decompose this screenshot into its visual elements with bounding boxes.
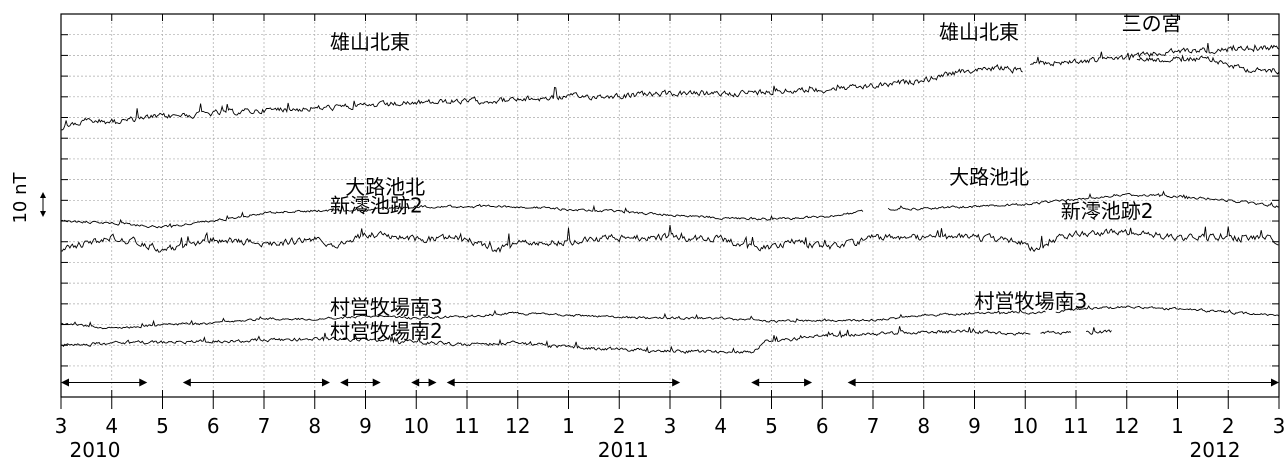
x-tick-label: 1 — [562, 414, 575, 438]
x-tick-label: 8 — [917, 414, 930, 438]
series-label-2: 大路池北 — [949, 165, 1029, 189]
interval-arrow-left — [446, 378, 455, 387]
series-line-5 — [1085, 327, 1112, 335]
x-tick-label: 4 — [714, 414, 727, 438]
series-traces — [60, 42, 1280, 354]
x-tick-label: 12 — [1114, 414, 1139, 438]
interval-arrow-left — [751, 378, 760, 387]
grid-lines — [61, 14, 1279, 397]
x-tick-label: 1 — [1171, 414, 1184, 438]
x-year-label: 2012 — [1190, 438, 1241, 462]
interval-arrow-right — [804, 378, 813, 387]
series-label-5: 村営牧場南2 — [330, 319, 443, 343]
series-label-4: 村営牧場南3 — [330, 295, 443, 319]
x-tick-label: 7 — [258, 414, 271, 438]
x-tick-label: 7 — [867, 414, 880, 438]
series-label-3: 新澪池跡2 — [330, 194, 423, 218]
x-tick-label: 4 — [105, 414, 118, 438]
interval-arrow-right — [321, 378, 330, 387]
interval-arrow-right — [428, 378, 437, 387]
series-label-0: 三の宮 — [1122, 12, 1182, 36]
series-label-1: 雄山北東 — [330, 30, 410, 54]
x-tick-label: 12 — [505, 414, 530, 438]
y-axis-label: 10 nT — [10, 171, 31, 223]
x-tick-label: 9 — [968, 414, 981, 438]
series-line-3 — [60, 224, 1280, 253]
series-line-4 — [60, 308, 1046, 330]
x-tick-label: 10 — [1013, 414, 1038, 438]
interval-arrow-left — [61, 378, 69, 387]
series-line-5 — [1040, 330, 1072, 335]
interval-arrow-right — [372, 378, 381, 387]
interval-arrow-left — [182, 378, 191, 387]
x-year-label: 2010 — [70, 438, 121, 462]
x-tick-label: 10 — [404, 414, 429, 438]
y-scale-arrow — [40, 192, 46, 217]
series-label-4: 村営牧場南3 — [975, 289, 1088, 313]
series-line-4 — [1055, 305, 1280, 317]
data-intervals — [61, 378, 1279, 387]
x-year-label: 2011 — [598, 438, 649, 462]
x-tick-label: 5 — [156, 414, 169, 438]
interval-arrow-left — [340, 378, 349, 387]
series-line-5 — [60, 326, 1031, 354]
series-line-1 — [1030, 42, 1280, 67]
interval-arrow-left — [847, 378, 856, 387]
series-label-1: 雄山北東 — [939, 20, 1019, 44]
series-label-3: 新澪池跡2 — [1061, 199, 1154, 223]
x-tick-label: 11 — [454, 414, 479, 438]
series-line-2 — [887, 190, 1280, 211]
x-tick-label: 9 — [359, 414, 372, 438]
x-tick-label: 3 — [55, 414, 68, 438]
series-line-0 — [1136, 54, 1280, 75]
x-tick-label: 11 — [1063, 414, 1088, 438]
x-tick-label: 5 — [765, 414, 778, 438]
x-tick-label: 2 — [613, 414, 626, 438]
interval-arrow-right — [1271, 378, 1279, 387]
x-tick-label: 8 — [308, 414, 321, 438]
x-tick-label: 2 — [1222, 414, 1235, 438]
interval-arrow-left — [411, 378, 420, 387]
series-line-1 — [60, 63, 1023, 131]
x-tick-label: 6 — [816, 414, 829, 438]
x-tick-label: 3 — [1273, 414, 1286, 438]
x-tick-label: 3 — [664, 414, 677, 438]
x-tick-label: 6 — [207, 414, 220, 438]
interval-arrow-right — [139, 378, 148, 387]
interval-arrow-right — [672, 378, 681, 387]
series-line-2 — [60, 203, 864, 229]
series-label-2: 大路池北 — [345, 175, 425, 199]
